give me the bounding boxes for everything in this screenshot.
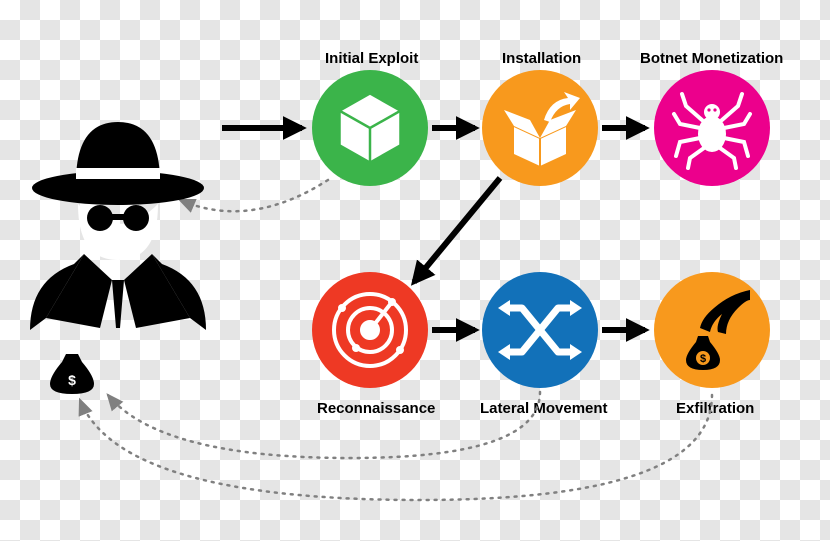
node-installation bbox=[482, 70, 598, 186]
node-reconnaissance bbox=[312, 272, 428, 388]
node-botnet bbox=[654, 70, 770, 186]
svg-text:$: $ bbox=[700, 353, 706, 365]
node-exfiltration: $ bbox=[654, 272, 770, 388]
node-initial-exploit bbox=[312, 70, 428, 186]
node-lateral bbox=[482, 272, 598, 388]
attack-chain-diagram: $ bbox=[0, 0, 830, 541]
attacker-icon bbox=[30, 122, 206, 330]
svg-text:$: $ bbox=[68, 372, 76, 388]
moneybag-icon: $ bbox=[50, 354, 94, 394]
